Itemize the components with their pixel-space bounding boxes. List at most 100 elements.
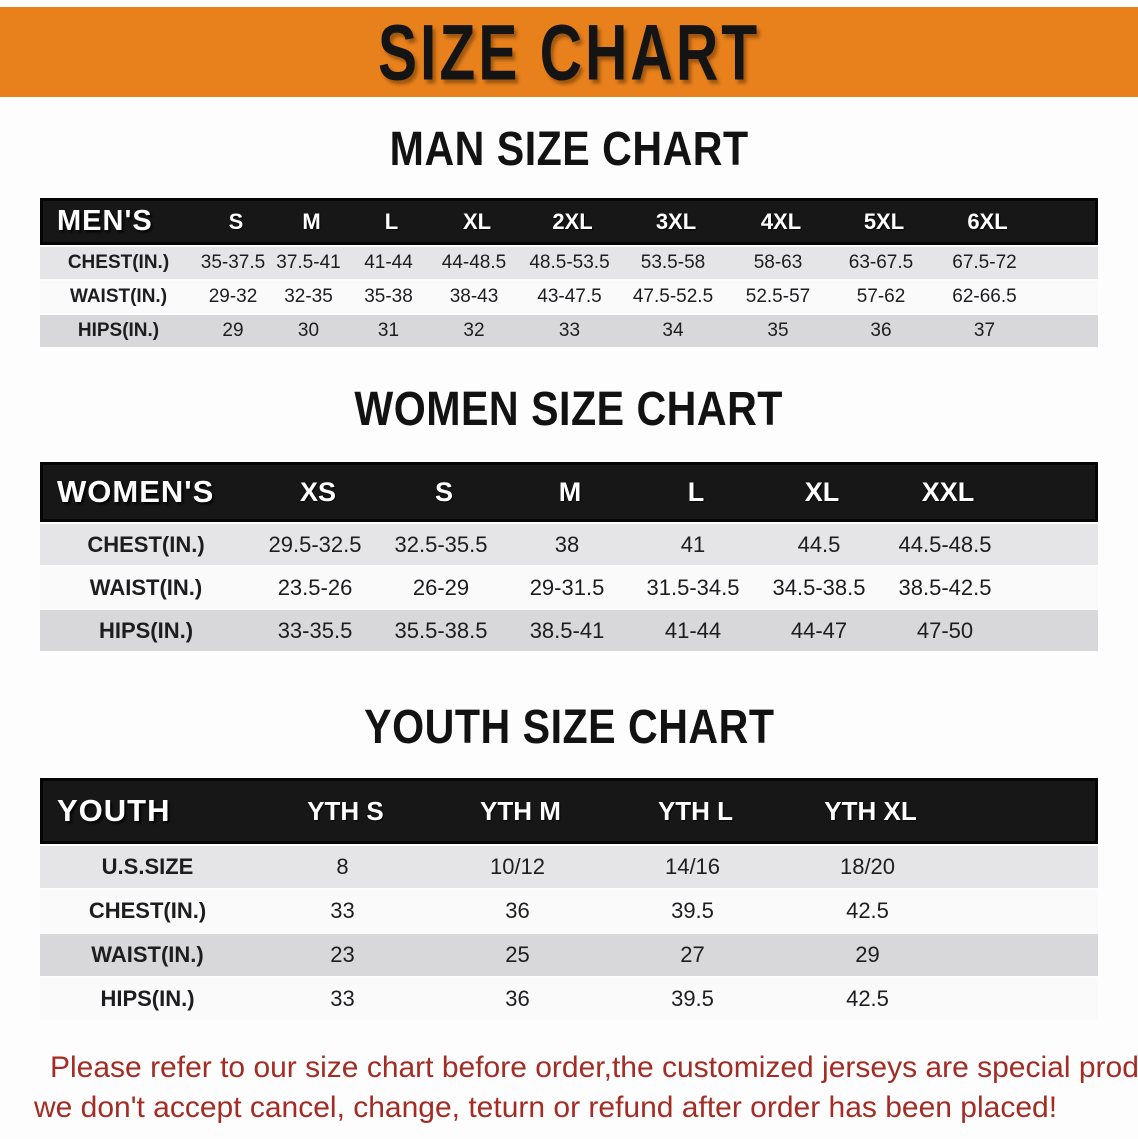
table-row: CHEST(IN.) 35-37.5 37.5-41 41-44 44-48.5 48.5… bbox=[40, 247, 1098, 279]
table-row: WAIST(IN.) 23.5-26 26-29 29-31.5 31.5-34.5 34… bbox=[40, 567, 1098, 608]
size-value: 32 bbox=[463, 320, 485, 341]
size-value: 23 bbox=[330, 942, 355, 967]
banner-title: SIZE CHART bbox=[377, 7, 761, 97]
table-body: CHEST(IN.) 35-37.5 37.5-41 41-44 44-48.5 48.5… bbox=[40, 247, 1098, 347]
size-value: 36 bbox=[505, 898, 530, 923]
size-value: 38.5-42.5 bbox=[898, 574, 992, 600]
table-row: HIPS(IN.) 33 36 39.5 42.5 bbox=[40, 978, 1098, 1020]
measurement-label: CHEST(IN.) bbox=[67, 252, 170, 273]
size-value: 32.5-35.5 bbox=[394, 531, 488, 557]
size-column-header: S bbox=[434, 476, 453, 507]
size-value: 23.5-26 bbox=[277, 574, 353, 600]
size-column-header: 5XL bbox=[863, 208, 905, 234]
size-value: 31.5-34.5 bbox=[646, 574, 740, 600]
size-value: 29-31.5 bbox=[529, 574, 605, 600]
table-row: HIPS(IN.) 33-35.5 35.5-38.5 38.5-41 41-44 44-… bbox=[40, 610, 1098, 651]
size-column-header: L bbox=[384, 208, 399, 234]
size-value: 38.5-41 bbox=[529, 617, 605, 643]
table-group-label: MEN'S bbox=[57, 205, 153, 237]
size-value: 32-35 bbox=[284, 286, 333, 307]
size-column-header: XL bbox=[462, 208, 492, 234]
size-value: 57-62 bbox=[856, 286, 906, 307]
size-column-header: YTH M bbox=[480, 795, 561, 826]
table-row: HIPS(IN.) 29 30 31 32 33 34 35 36 37 bbox=[40, 315, 1098, 347]
size-value: 37.5-41 bbox=[276, 252, 341, 273]
measurement-label: WAIST(IN.) bbox=[91, 942, 204, 967]
size-value: 33 bbox=[330, 986, 355, 1011]
size-value: 34 bbox=[662, 320, 684, 341]
size-value: 44.5 bbox=[797, 531, 841, 557]
table-header-row: WOMEN'S XS S M L XL XXL bbox=[40, 462, 1098, 522]
size-column-header: S bbox=[228, 208, 244, 234]
size-value: 29 bbox=[855, 942, 880, 967]
measurement-label: HIPS(IN.) bbox=[98, 617, 194, 643]
size-column-header: 3XL bbox=[655, 208, 697, 234]
size-value: 39.5 bbox=[671, 898, 714, 923]
size-column-header: YTH S bbox=[307, 795, 384, 826]
size-value: 44-48.5 bbox=[441, 252, 507, 273]
size-value: 38 bbox=[554, 531, 580, 557]
measurement-label: CHEST(IN.) bbox=[88, 898, 207, 923]
size-value: 42.5 bbox=[846, 898, 889, 923]
size-value: 47-50 bbox=[916, 617, 974, 643]
size-column-header: 2XL bbox=[552, 208, 593, 234]
men-size-chart-section: MAN SIZE CHART MEN'S S M L XL 2XL 3XL 4XL 5XL 6XL… bbox=[0, 121, 1138, 347]
note-line: we don't accept cancel, change, teturn o… bbox=[34, 1091, 1058, 1124]
size-value: 27 bbox=[680, 942, 705, 967]
size-column-header: YTH XL bbox=[824, 795, 917, 826]
table-header-row: YOUTH YTH S YTH M YTH L YTH XL bbox=[40, 778, 1098, 844]
measurement-label: HIPS(IN.) bbox=[100, 986, 195, 1011]
banner: SIZE CHART bbox=[0, 7, 1138, 97]
size-value: 63-67.5 bbox=[848, 252, 914, 273]
table-row: CHEST(IN.) 29.5-32.5 32.5-35.5 38 41 44.5 44.5… bbox=[40, 524, 1098, 565]
size-column-header: XL bbox=[804, 476, 840, 507]
size-value: 34.5-38.5 bbox=[772, 574, 866, 600]
size-value: 44.5-48.5 bbox=[898, 531, 992, 557]
size-value: 35 bbox=[767, 320, 789, 341]
size-value: 31 bbox=[377, 320, 400, 341]
size-value: 25 bbox=[505, 942, 530, 967]
table-row: CHEST(IN.) 33 36 39.5 42.5 bbox=[40, 890, 1098, 932]
size-value: 67.5-72 bbox=[952, 252, 1017, 273]
measurement-label: WAIST(IN.) bbox=[89, 574, 203, 600]
size-column-header: L bbox=[687, 476, 705, 507]
size-value: 29 bbox=[222, 320, 244, 341]
men-size-table: MEN'S S M L XL 2XL 3XL 4XL 5XL 6XL CHEST(IN.) 35-3… bbox=[40, 198, 1098, 347]
section-title: YOUTH SIZE CHART bbox=[363, 699, 775, 754]
size-value: 41-44 bbox=[664, 617, 722, 643]
size-value: 41-44 bbox=[364, 252, 413, 273]
size-value: 35-38 bbox=[364, 286, 413, 307]
note-line: Please refer to our size chart before or… bbox=[50, 1051, 1138, 1084]
size-value: 29-32 bbox=[208, 286, 258, 307]
size-value: 39.5 bbox=[671, 986, 714, 1011]
measurement-label: U.S.SIZE bbox=[101, 854, 194, 879]
size-value: 33-35.5 bbox=[277, 617, 353, 643]
size-value: 52.5-57 bbox=[745, 286, 811, 307]
youth-size-chart-section: YOUTH SIZE CHART YOUTH YTH S YTH M YTH L YTH… bbox=[0, 699, 1138, 1020]
section-title: MAN SIZE CHART bbox=[389, 121, 749, 176]
size-value: 10/12 bbox=[489, 854, 546, 879]
size-value: 8 bbox=[336, 854, 349, 879]
size-value: 53.5-58 bbox=[640, 252, 706, 273]
size-column-header: 4XL bbox=[760, 208, 802, 234]
size-value: 33 bbox=[330, 898, 355, 923]
size-value: 35-37.5 bbox=[200, 252, 266, 273]
table-header-row: MEN'S S M L XL 2XL 3XL 4XL 5XL 6XL bbox=[40, 198, 1098, 245]
size-value: 44-47 bbox=[790, 617, 848, 643]
size-value: 29.5-32.5 bbox=[268, 531, 362, 557]
size-value: 41 bbox=[680, 531, 706, 557]
measurement-label: CHEST(IN.) bbox=[87, 531, 205, 557]
table-row: WAIST(IN.) 29-32 32-35 35-38 38-43 43-47.5 47.… bbox=[40, 281, 1098, 313]
size-column-header: M bbox=[302, 208, 321, 234]
size-value: 47.5-52.5 bbox=[632, 286, 714, 307]
table-body: U.S.SIZE 8 10/12 14/16 18/20 CHEST(IN.) 33 36 39… bbox=[40, 846, 1098, 1020]
size-value: 14/16 bbox=[664, 854, 721, 879]
size-column-header: YTH L bbox=[657, 795, 734, 826]
measurement-label: HIPS(IN.) bbox=[77, 320, 160, 341]
size-value: 43-47.5 bbox=[537, 286, 602, 307]
size-value: 38-43 bbox=[449, 286, 499, 307]
size-value: 36 bbox=[870, 320, 892, 341]
women-size-table: WOMEN'S XS S M L XL XXL CHEST(IN.) 29.5-32.5 32.… bbox=[40, 462, 1098, 651]
table-body: CHEST(IN.) 29.5-32.5 32.5-35.5 38 41 44.5 44.5… bbox=[40, 524, 1098, 651]
measurement-label: WAIST(IN.) bbox=[69, 286, 168, 307]
